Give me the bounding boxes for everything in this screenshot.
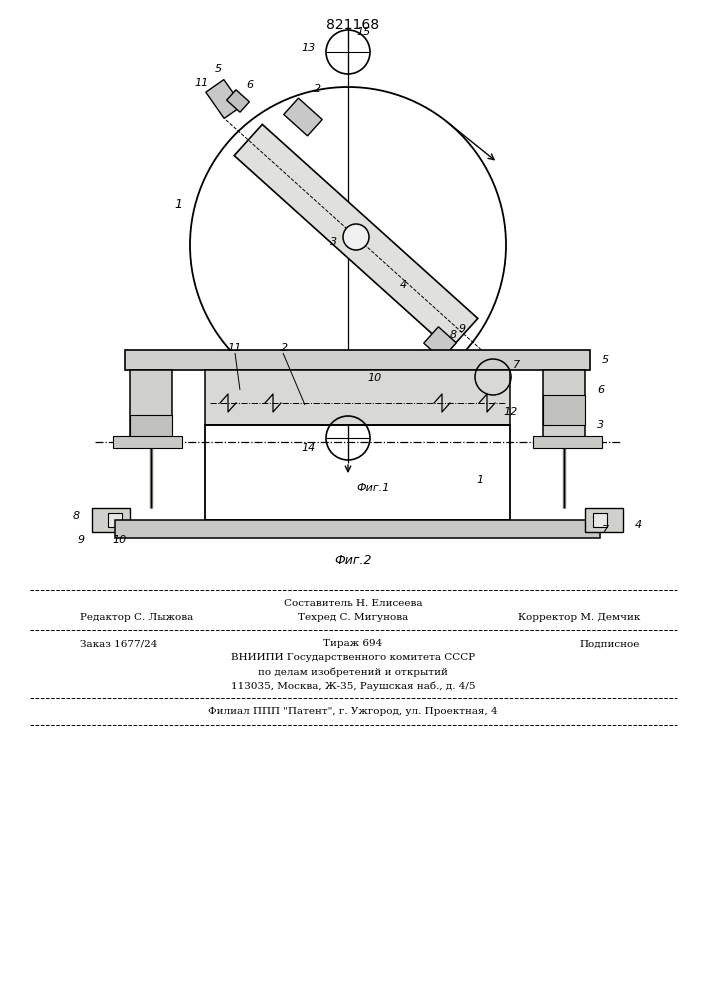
Text: 5: 5 xyxy=(602,355,609,365)
Polygon shape xyxy=(206,80,243,118)
Bar xyxy=(543,395,585,425)
Text: 12: 12 xyxy=(503,407,518,417)
Bar xyxy=(130,415,172,445)
Text: 4: 4 xyxy=(635,520,642,530)
Text: 3: 3 xyxy=(330,237,337,247)
Text: 9: 9 xyxy=(78,535,85,545)
Text: 10: 10 xyxy=(368,373,382,383)
Bar xyxy=(108,513,122,527)
Text: 6: 6 xyxy=(597,385,604,395)
Text: 2: 2 xyxy=(315,84,322,94)
Bar xyxy=(543,370,585,445)
Bar xyxy=(593,513,607,527)
Polygon shape xyxy=(284,98,322,136)
Polygon shape xyxy=(423,327,456,359)
Text: Фиг.1: Фиг.1 xyxy=(356,483,390,493)
Text: Тираж 694: Тираж 694 xyxy=(323,640,382,648)
Text: 14: 14 xyxy=(302,443,316,453)
Text: 5: 5 xyxy=(214,64,221,74)
Polygon shape xyxy=(234,124,478,350)
Bar xyxy=(205,370,510,425)
Bar xyxy=(585,508,623,532)
Text: 1: 1 xyxy=(174,198,182,212)
Text: Составитель Н. Елисеева: Составитель Н. Елисеева xyxy=(284,599,422,608)
Polygon shape xyxy=(466,381,500,413)
Text: Техред С. Мигунова: Техред С. Мигунова xyxy=(298,613,408,622)
Text: 7: 7 xyxy=(602,525,609,535)
Circle shape xyxy=(343,224,369,250)
Text: 4: 4 xyxy=(399,280,407,290)
Text: 9: 9 xyxy=(458,324,466,334)
Text: 2: 2 xyxy=(281,343,288,353)
Bar xyxy=(533,436,602,448)
Text: 113035, Москва, Ж-35, Раушская наб., д. 4/5: 113035, Москва, Ж-35, Раушская наб., д. … xyxy=(230,681,475,691)
Text: 8: 8 xyxy=(73,511,80,521)
Polygon shape xyxy=(227,90,250,112)
Text: Заказ 1677/24: Заказ 1677/24 xyxy=(80,640,158,648)
Text: Корректор М. Демчик: Корректор М. Демчик xyxy=(518,613,640,622)
Bar xyxy=(115,520,600,538)
Bar xyxy=(113,436,182,448)
Text: Подписное: Подписное xyxy=(580,640,640,648)
Text: Филиал ППП "Патент", г. Ужгород, ул. Проектная, 4: Филиал ППП "Патент", г. Ужгород, ул. Про… xyxy=(208,708,498,716)
Text: 821168: 821168 xyxy=(327,18,380,32)
Polygon shape xyxy=(353,353,373,373)
Bar xyxy=(205,425,510,520)
Text: по делам изобретений и открытий: по делам изобретений и открытий xyxy=(258,667,448,677)
Text: ВНИИПИ Государственного комитета СССР: ВНИИПИ Государственного комитета СССР xyxy=(231,654,475,662)
Text: 10: 10 xyxy=(113,535,127,545)
Text: 8: 8 xyxy=(450,330,457,340)
Text: 13: 13 xyxy=(302,43,316,53)
Text: 15: 15 xyxy=(356,27,370,37)
Bar xyxy=(130,370,172,445)
Bar xyxy=(125,350,590,370)
Text: 11: 11 xyxy=(195,78,209,88)
Text: 7: 7 xyxy=(513,360,520,370)
Text: 3: 3 xyxy=(597,420,604,430)
Text: 1: 1 xyxy=(477,475,484,485)
Text: Редактор С. Лыжова: Редактор С. Лыжова xyxy=(80,613,193,622)
Text: 11: 11 xyxy=(228,343,242,353)
Text: Фиг.2: Фиг.2 xyxy=(334,554,372,566)
Text: 6: 6 xyxy=(247,80,254,90)
Bar xyxy=(92,508,130,532)
